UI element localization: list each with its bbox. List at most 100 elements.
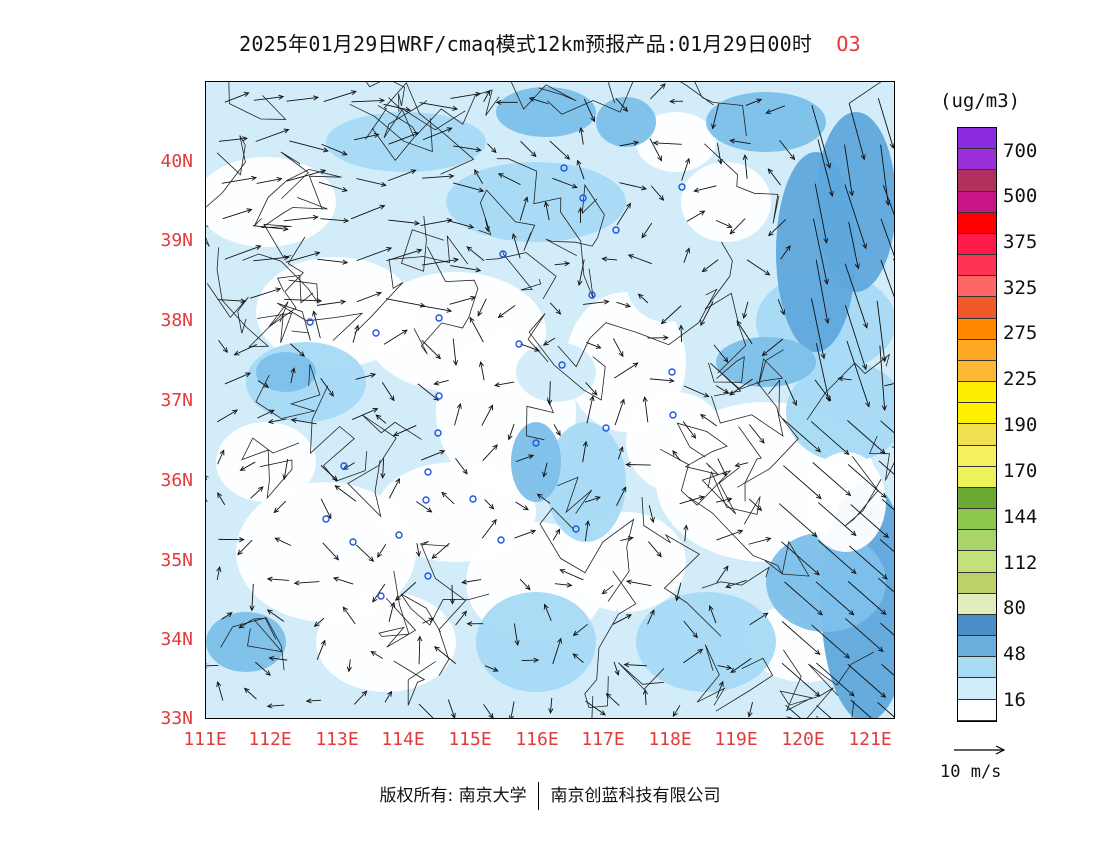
concentration-area <box>206 612 286 672</box>
wind-arrow-head <box>433 718 438 719</box>
wind-arrow-head <box>257 486 264 492</box>
wind-arrow <box>716 498 732 503</box>
wind-arrow <box>513 623 519 646</box>
lon-tick-label: 112E <box>248 729 292 750</box>
lon-tick-label: 120E <box>781 729 825 750</box>
boundary-line <box>228 82 287 120</box>
concentration-area <box>216 422 316 502</box>
boundary-line <box>383 100 466 139</box>
wind-arrow <box>422 175 454 179</box>
wind-arrow-head <box>723 565 729 572</box>
wind-arrow-head <box>263 382 270 388</box>
wind-arrow <box>620 537 633 541</box>
wind-arrow <box>384 691 392 703</box>
wind-arrow-head <box>468 223 475 229</box>
wind-arrow-head <box>726 497 733 503</box>
wind-arrow <box>267 704 285 707</box>
city-marker <box>424 468 432 476</box>
wind-arrow-head <box>488 713 494 718</box>
wind-arrow-head <box>322 147 329 153</box>
wind-arrow <box>680 325 683 343</box>
wind-arrow-head <box>601 589 608 595</box>
wind-arrow <box>777 299 785 315</box>
wind-arrow <box>814 183 828 243</box>
wind-arrow <box>612 614 632 625</box>
city-marker <box>560 164 568 172</box>
city-marker <box>532 439 540 447</box>
wind-arrow-head <box>589 395 595 402</box>
wind-arrow-head <box>789 154 796 161</box>
boundary-line <box>868 435 894 481</box>
wind-arrow-head <box>449 598 455 605</box>
wind-arrow-head <box>879 448 886 455</box>
wind-arrow-head <box>446 127 453 133</box>
forecast-map[interactable] <box>205 81 895 719</box>
wind-arrow <box>552 529 561 541</box>
concentration-area <box>516 342 596 402</box>
wind-arrow-head <box>726 223 733 228</box>
wind-arrow <box>289 343 305 357</box>
boundary-line <box>400 593 490 633</box>
wind-arrow <box>388 219 420 224</box>
wind-arrow-head <box>332 576 339 582</box>
wind-arrow-head <box>361 690 368 697</box>
wind-arrow <box>477 298 487 316</box>
boundary-line <box>680 82 747 136</box>
wind-arrow-head <box>826 162 832 169</box>
wind-arrow <box>388 478 400 499</box>
wind-arrow <box>584 496 601 503</box>
boundary-line <box>591 696 594 718</box>
wind-arrow-head <box>642 688 648 695</box>
wind-arrow-head <box>417 635 423 642</box>
wind-arrow-head <box>461 610 467 617</box>
wind-arrow-head <box>672 711 678 718</box>
wind-arrow <box>730 139 751 145</box>
wind-arrow <box>649 378 674 382</box>
wind-arrow <box>781 662 820 697</box>
wind-arrow-head <box>370 650 377 656</box>
boundary-line <box>310 385 368 482</box>
boundary-line <box>206 283 249 334</box>
wind-arrow <box>253 256 289 262</box>
wind-arrow-head <box>603 299 610 305</box>
lat-tick-label: 34N <box>160 629 193 650</box>
wind-arrow-head <box>232 409 239 415</box>
boundary-line <box>710 349 784 397</box>
lon-tick-label: 114E <box>381 729 425 750</box>
wind-arrow-head <box>877 646 884 653</box>
concentration-area <box>636 112 716 172</box>
wind-arrow <box>320 378 334 397</box>
wind-arrow-head <box>625 202 631 209</box>
wind-arrow-head <box>523 196 529 203</box>
wind-arrow <box>386 249 422 262</box>
city-marker <box>612 226 620 234</box>
wind-arrow <box>422 618 434 624</box>
boundary-line <box>220 617 285 671</box>
wind-arrow-head <box>332 475 338 482</box>
boundary-line <box>276 302 364 341</box>
boundary-line <box>247 617 283 653</box>
wind-arrow-head <box>828 190 834 197</box>
wind-arrow <box>816 662 855 697</box>
concentration-area <box>806 452 886 552</box>
wind-arrow-head <box>372 407 379 413</box>
boundary-line <box>715 657 774 712</box>
wind-arrow-head <box>446 218 453 224</box>
wind-arrow-head <box>591 389 598 396</box>
boundary-line <box>659 448 740 515</box>
legend-swatch <box>958 572 996 594</box>
boundary-line <box>255 364 321 420</box>
wind-arrow <box>877 577 894 593</box>
boundary-line <box>254 168 342 227</box>
species-label: O3 <box>836 32 861 56</box>
city-marker <box>434 429 442 437</box>
concentration-area <box>206 157 336 247</box>
boundary-line <box>377 89 500 136</box>
wind-arrow <box>529 97 549 105</box>
wind-arrow-head <box>283 128 290 134</box>
legend-unit: (ug/m3) <box>940 90 1021 112</box>
wind-arrow <box>521 659 539 662</box>
wind-arrow <box>250 486 264 499</box>
wind-arrow <box>672 705 681 717</box>
wind-reference-arrow <box>954 745 1006 755</box>
